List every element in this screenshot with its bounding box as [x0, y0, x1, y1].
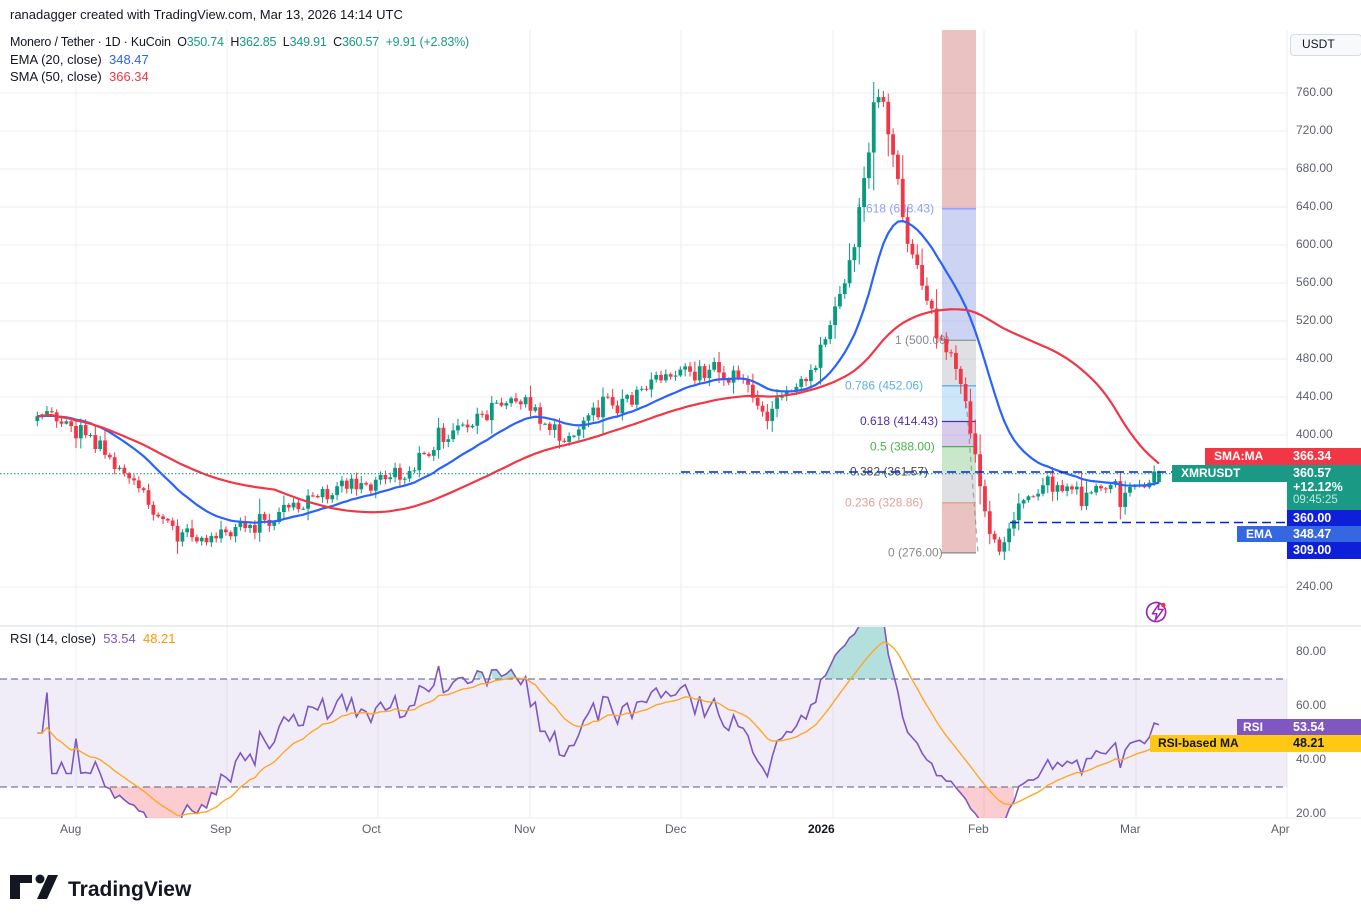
svg-text:TradingView: TradingView	[68, 878, 192, 901]
